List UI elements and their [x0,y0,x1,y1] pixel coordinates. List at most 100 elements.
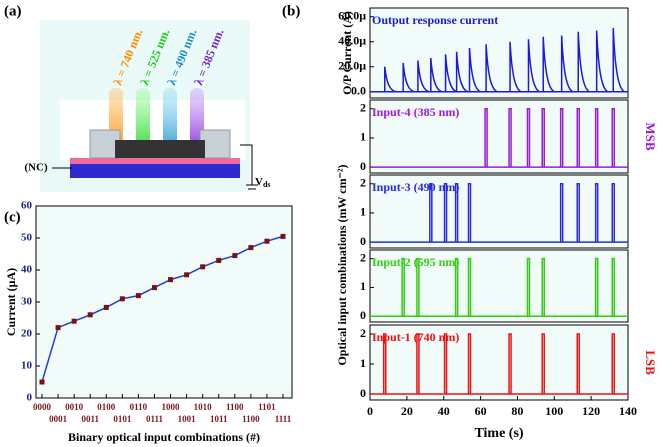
input-pulse [526,108,531,168]
nc-label: (NC) [24,162,48,174]
x-tick-label: 1101 [258,402,276,412]
marker [71,318,77,324]
panel-label: (b) [282,3,300,19]
y-tick-label: 0 [360,159,366,173]
y-axis-label: Optical input combinations (mW cm⁻²) [335,164,349,365]
x-tick-label: 60 [475,404,487,418]
x-tick-label: 100 [545,404,563,418]
marker [200,264,206,270]
input-pulse [559,183,564,243]
y-tick-label: 30 [21,296,33,308]
x-tick-label: 0000 [33,402,52,412]
y-axis-label: O/P Current (A) [340,11,354,95]
input-pulse [594,108,599,168]
input-pulse [611,257,616,317]
input-pulse [467,183,472,243]
input-pulse [454,183,459,243]
plot-area [369,324,629,401]
response-pulse [527,39,540,93]
y-tick-label: 50 [21,232,33,244]
y-tick-label: 20 [21,328,33,340]
y-tick-label: 2 [360,101,366,115]
panel-title: Output response current [372,13,498,27]
panel-label: (c) [4,209,21,225]
input-pulse [416,257,420,317]
side-label: LSB [643,350,658,375]
input-pulse [611,108,616,168]
x-tick-label: 0011 [81,414,99,424]
x-tick-label: 0010 [65,402,84,412]
x-tick-label: 40 [438,404,450,418]
y-tick-label: 1 [360,130,366,144]
vds-label: Vds [255,176,271,189]
input-pulse [443,333,448,394]
panel-a: (a) (NC) Vds [4,3,271,192]
input-pulse [541,257,545,317]
y-tick-label: 40.0μ [338,34,366,48]
y-tick-label: 1 [360,356,366,370]
input-pulse [443,183,448,243]
response-pulse [577,31,590,93]
panel-title: Input-3 (490 nm) [372,180,459,194]
marker [264,238,270,244]
input-pulse [576,108,580,168]
marker [280,233,286,239]
marker [55,325,61,331]
response-pulse [509,41,522,93]
marker [184,272,190,278]
panel-title: Input-1 (740 nm) [372,330,459,344]
input-pulse [576,183,580,243]
y-tick-label: 2 [360,176,366,190]
marker [103,304,109,310]
y-tick-label: 2 [360,326,366,340]
plot-area [369,249,629,323]
wire [240,144,258,190]
response-pulse [455,51,469,93]
vds-sub: ds [263,180,271,189]
y-tick-label: 40 [21,264,33,276]
x-tick-label: 1001 [178,414,197,424]
marker [216,257,222,263]
y-tick-label: 0.0 [351,84,366,98]
plot-area [369,99,629,174]
x-tick-label: 1010 [194,402,213,412]
input-pulse [484,108,488,168]
response-pulse [444,54,457,93]
y-tick-label: 2 [360,250,366,264]
nanocrystal [115,140,205,158]
response-pulse [485,44,498,93]
plot-area [369,174,629,249]
x-tick-label: 0100 [97,402,116,412]
response-pulse [542,36,555,93]
panel-title: Input-2 (595 nm) [372,255,459,269]
x-tick-label: 20 [401,404,413,418]
response-pulse [595,30,609,93]
input-pulse [541,108,545,168]
x-axis-label: Time (s) [474,426,523,441]
input-pulse [416,333,420,394]
input-pulse [454,257,459,317]
y-tick-label: 10 [21,360,33,372]
marker [87,312,93,318]
y-tick-label: 60.0μ [338,9,366,23]
substrate [70,164,240,178]
y-tick-label: 0 [360,308,366,322]
response-pulse [417,60,430,93]
input-pulse [508,333,512,394]
marker [119,296,125,302]
input-pulse [594,183,599,243]
oxide [70,158,240,164]
x-tick-label: 140 [619,404,637,418]
x-tick-label: 0111 [146,414,164,424]
y-tick-label: 1 [360,279,366,293]
y-tick-label: 0 [27,392,33,404]
marker [168,277,174,283]
response-pulse [430,57,443,93]
response-pulse [560,35,574,93]
marker [39,379,45,385]
response-pulse [383,66,397,93]
response-pulse [468,47,481,93]
panel-title: Input-4 (385 nm) [372,105,459,119]
input-pulse [576,333,580,394]
